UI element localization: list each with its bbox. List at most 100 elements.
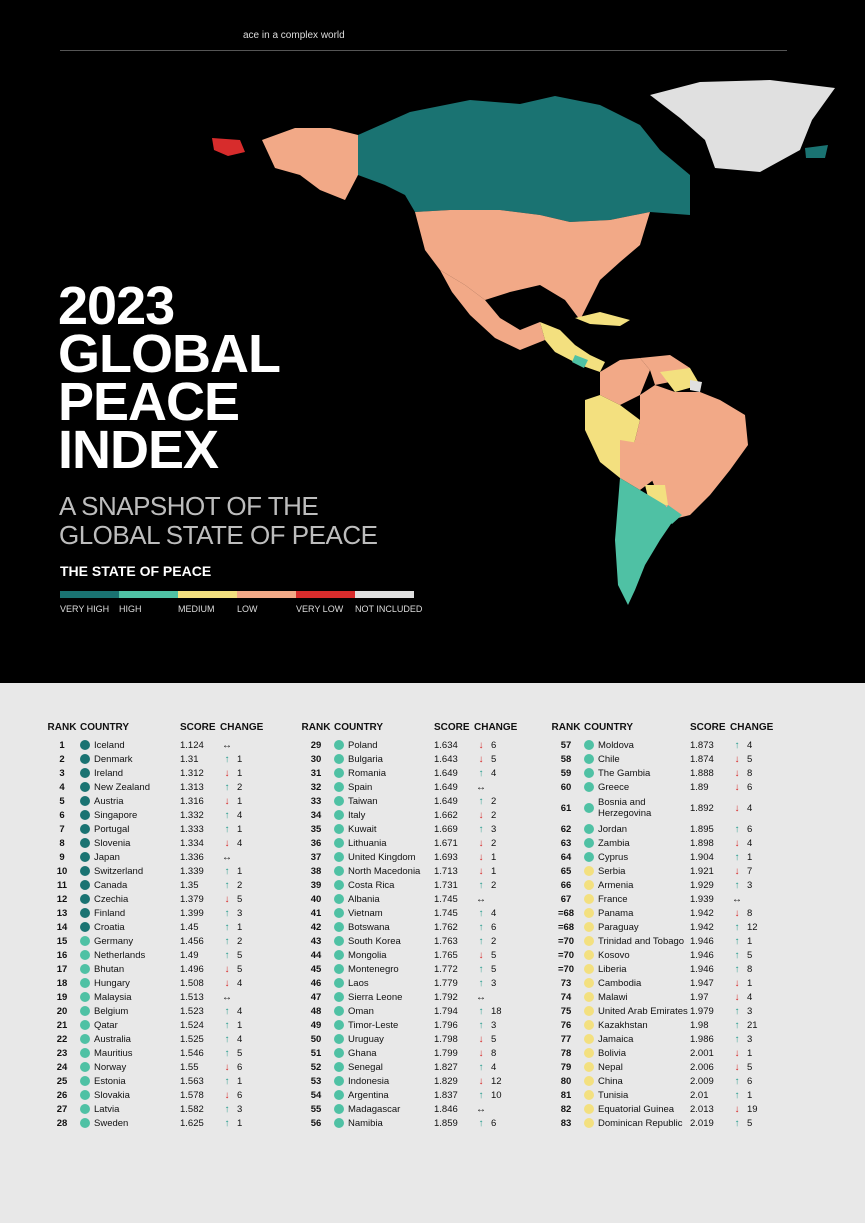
- table-row: 18 Hungary 1.508 ↓ 4: [44, 976, 270, 990]
- peace-level-dot: [584, 852, 594, 862]
- peace-level-dot: [80, 824, 90, 834]
- arrow-up-icon: ↑: [734, 1019, 740, 1031]
- country-name: Spain: [348, 781, 373, 793]
- change-value: 4: [491, 767, 497, 779]
- country-cell: Senegal: [334, 1062, 434, 1073]
- score-cell: 1.55: [180, 1061, 199, 1073]
- table-row: 8 Slovenia 1.334 ↓ 4: [44, 836, 270, 850]
- score-cell: 1.316: [180, 795, 204, 807]
- arrow-up-icon: ↑: [734, 963, 740, 975]
- change-value: 1: [237, 823, 243, 835]
- change-value: 6: [237, 1089, 243, 1101]
- score-cell: 1.523: [180, 1005, 204, 1017]
- table-row: 38 North Macedonia 1.713 ↓ 1: [298, 864, 524, 878]
- change-value: 8: [747, 963, 753, 975]
- table-row: =68 Panama 1.942 ↓ 8: [548, 906, 780, 920]
- change-cell: ↓ 1: [220, 796, 270, 807]
- country-name: United Kingdom: [348, 851, 416, 863]
- rank-cell: 24: [56, 1061, 68, 1073]
- change-cell: ↓ 5: [730, 754, 780, 765]
- table-row: 43 South Korea 1.763 ↑ 2: [298, 934, 524, 948]
- arrow-up-icon: ↑: [734, 739, 740, 751]
- change-cell: ↔: [474, 894, 524, 905]
- score-cell: 1.649: [434, 767, 458, 779]
- legend-label: MEDIUM: [178, 604, 215, 614]
- country-name: Bolivia: [598, 1047, 626, 1059]
- arrow-up-icon: ↑: [478, 1117, 484, 1129]
- peace-level-dot: [334, 866, 344, 876]
- table-row: 83 Dominican Republic 2.019 ↑ 5: [548, 1116, 780, 1130]
- map-uruguay: [662, 505, 682, 524]
- score-cell: 2.013: [690, 1103, 714, 1115]
- change-cell: ↑ 3: [730, 1034, 780, 1045]
- score-cell: 1.456: [180, 935, 204, 947]
- country-name: Romania: [348, 767, 387, 779]
- rank-cell: 54: [310, 1089, 322, 1101]
- change-value: 1: [237, 767, 243, 779]
- arrow-down-icon: ↓: [224, 977, 230, 989]
- arrow-up-icon: ↑: [734, 1033, 740, 1045]
- country-cell: Costa Rica: [334, 880, 434, 891]
- rank-cell: 37: [310, 851, 322, 863]
- change-cell: ↓ 7: [730, 866, 780, 877]
- peace-level-dot: [334, 1090, 344, 1100]
- score-cell: 1.859: [434, 1117, 458, 1129]
- rank-cell: 33: [310, 795, 322, 807]
- country-name: Tunisia: [598, 1089, 629, 1101]
- arrow-up-icon: ↑: [478, 795, 484, 807]
- change-value: 5: [491, 949, 497, 961]
- change-value: 18: [491, 1005, 502, 1017]
- score-cell: 1.379: [180, 893, 204, 905]
- change-value: 8: [747, 907, 753, 919]
- table-row: 30 Bulgaria 1.643 ↓ 5: [298, 752, 524, 766]
- country-cell: Latvia: [80, 1104, 180, 1115]
- rank-cell: 5: [59, 795, 65, 807]
- change-value: 1: [237, 753, 243, 765]
- rank-cell: 30: [310, 753, 322, 765]
- change-cell: ↑ 10: [474, 1090, 524, 1101]
- rank-cell: 62: [560, 823, 572, 835]
- country-name: South Korea: [348, 935, 401, 947]
- change-value: 1: [237, 1117, 243, 1129]
- change-value: 3: [747, 1005, 753, 1017]
- table-row: 32 Spain 1.649 ↔: [298, 780, 524, 794]
- rank-cell: 6: [59, 809, 65, 821]
- country-name: Croatia: [94, 921, 125, 933]
- score-cell: 1.946: [690, 935, 714, 947]
- country-cell: Oman: [334, 1006, 434, 1017]
- arrow-down-icon: ↓: [734, 753, 740, 765]
- country-name: Sierra Leone: [348, 991, 403, 1003]
- country-cell: Madagascar: [334, 1104, 434, 1115]
- change-cell: ↓ 4: [730, 803, 780, 814]
- country-name: Zambia: [598, 837, 630, 849]
- country-name: Taiwan: [348, 795, 378, 807]
- score-cell: 1.339: [180, 865, 204, 877]
- change-value: 4: [237, 809, 243, 821]
- country-name: Germany: [94, 935, 134, 947]
- table-row: 60 Greece 1.89 ↓ 6: [548, 780, 780, 794]
- country-name: Japan: [94, 851, 120, 863]
- change-cell: ↑ 2: [474, 796, 524, 807]
- peace-level-dot: [584, 936, 594, 946]
- table-row: 74 Malawi 1.97 ↓ 4: [548, 990, 780, 1004]
- score-cell: 1.35: [180, 879, 199, 891]
- rank-cell: 15: [56, 935, 68, 947]
- table-row: 23 Mauritius 1.546 ↑ 5: [44, 1046, 270, 1060]
- country-name: Denmark: [94, 753, 133, 765]
- score-cell: 1.713: [434, 865, 458, 877]
- peace-level-dot: [584, 1062, 594, 1072]
- table-row: 2 Denmark 1.31 ↑ 1: [44, 752, 270, 766]
- country-cell: Germany: [80, 936, 180, 947]
- change-value: 1: [491, 851, 497, 863]
- table-row: 67 France 1.939 ↔: [548, 892, 780, 906]
- arrow-down-icon: ↓: [224, 837, 230, 849]
- change-value: 1: [237, 1075, 243, 1087]
- table-row: 14 Croatia 1.45 ↑ 1: [44, 920, 270, 934]
- score-cell: 1.904: [690, 851, 714, 863]
- country-cell: Trinidad and Tobago: [584, 936, 690, 947]
- country-name: Panama: [598, 907, 634, 919]
- country-name: Slovenia: [94, 837, 131, 849]
- change-value: 6: [747, 1075, 753, 1087]
- arrow-down-icon: ↓: [478, 739, 484, 751]
- country-cell: Poland: [334, 740, 434, 751]
